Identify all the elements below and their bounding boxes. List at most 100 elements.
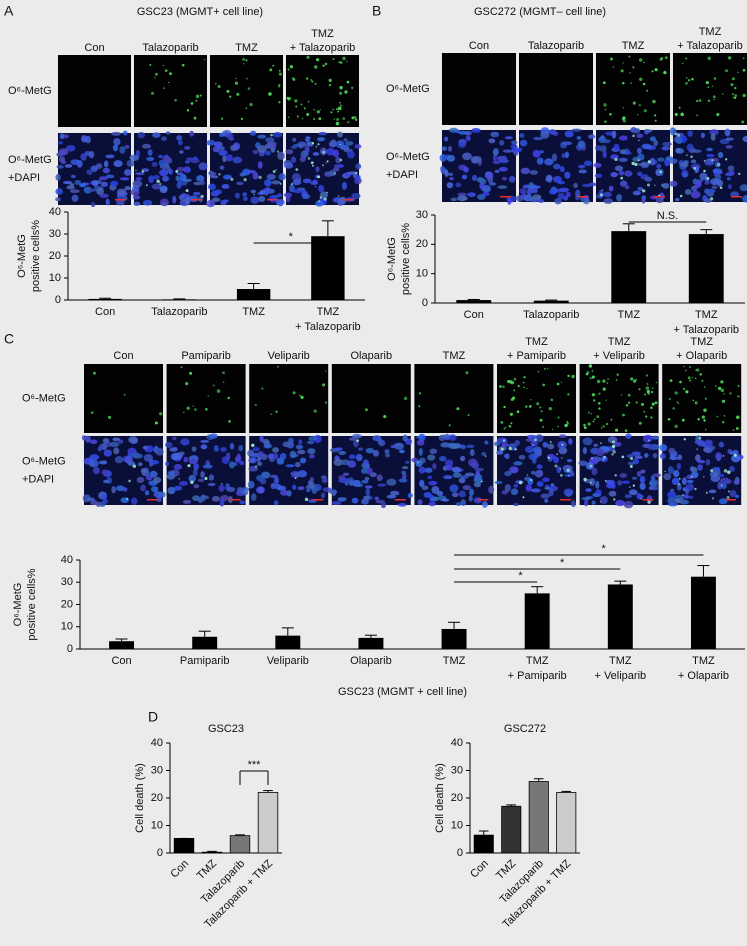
nucleus (81, 154, 87, 161)
signal (677, 402, 680, 405)
nucleus (515, 195, 524, 202)
nucleus (542, 441, 548, 448)
nucleus (650, 475, 655, 480)
signal (694, 487, 697, 491)
nucleus (466, 444, 475, 449)
nucleus (351, 192, 361, 200)
signal (620, 394, 623, 396)
nucleus (102, 499, 109, 504)
nucleus (669, 127, 677, 136)
signal (727, 470, 731, 474)
panel-title: GSC272 (MGMT– cell line) (474, 6, 606, 18)
nucleus (269, 195, 277, 203)
nucleus (196, 175, 205, 182)
nucleus (639, 482, 646, 490)
nucleus (112, 144, 119, 152)
nucleus (626, 454, 634, 459)
signal (310, 79, 313, 81)
nucleus (477, 194, 486, 200)
y-tick-label: 20 (416, 238, 428, 250)
nucleus (239, 460, 245, 466)
nucleus (449, 443, 459, 450)
micrograph-bg (249, 364, 329, 433)
micrograph-bg (442, 130, 516, 202)
nucleus (258, 195, 266, 203)
nucleus (706, 147, 713, 152)
x-tick-label: + Talazoparib (673, 324, 739, 336)
nucleus (632, 190, 641, 196)
nucleus (168, 168, 174, 175)
nucleus (670, 488, 675, 492)
bar (162, 299, 197, 300)
signal (599, 501, 602, 503)
nucleus (337, 164, 344, 168)
scale-bar (312, 499, 324, 501)
nucleus (661, 146, 670, 151)
signal (567, 393, 570, 396)
nucleus (428, 501, 437, 507)
nucleus (180, 438, 190, 446)
signal (690, 155, 693, 158)
nucleus (647, 444, 655, 450)
nucleus (280, 489, 289, 496)
nucleus (59, 133, 65, 140)
signal (679, 380, 682, 384)
nucleus (102, 437, 110, 444)
nucleus (239, 500, 245, 505)
nucleus (617, 480, 623, 486)
signal (631, 161, 635, 166)
nucleus (192, 191, 201, 196)
signal (162, 64, 165, 67)
signal (149, 64, 152, 67)
nucleus (721, 481, 727, 490)
nucleus (172, 195, 177, 204)
nucleus (611, 130, 617, 139)
nucleus (120, 497, 130, 504)
nucleus (183, 166, 191, 173)
nucleus (356, 174, 361, 181)
nucleus (272, 132, 283, 138)
signal (530, 479, 533, 482)
signal (726, 495, 730, 500)
nucleus (668, 502, 678, 507)
nucleus (510, 488, 519, 496)
nucleus (489, 182, 497, 186)
micrograph (662, 364, 742, 433)
nucleus (564, 151, 570, 159)
signal (548, 406, 552, 411)
scale-bar (267, 199, 278, 201)
nucleus (299, 457, 307, 464)
x-tick-label: Con (111, 655, 131, 667)
signal (187, 464, 191, 468)
nucleus (344, 480, 349, 486)
nucleus (501, 155, 508, 163)
nucleus (257, 145, 267, 153)
nucleus (488, 138, 496, 144)
signal (480, 480, 483, 483)
signal (503, 427, 506, 430)
signal (705, 491, 708, 494)
nucleus (530, 470, 536, 475)
nucleus (577, 140, 586, 149)
nucleus (731, 454, 741, 463)
signal (738, 395, 740, 398)
signal (689, 379, 692, 382)
nucleus (539, 150, 545, 154)
signal (669, 379, 673, 383)
nucleus (151, 161, 158, 167)
signal (169, 72, 172, 76)
nucleus (715, 452, 723, 461)
nucleus (220, 447, 227, 452)
nucleus (372, 435, 382, 442)
nucleus (532, 149, 541, 158)
nucleus (549, 129, 556, 135)
signal (299, 178, 302, 180)
signal (287, 97, 291, 101)
nucleus (193, 484, 200, 489)
nucleus (496, 437, 507, 444)
signal (696, 114, 698, 117)
nucleus (153, 491, 162, 498)
nucleus (58, 148, 69, 156)
signal (508, 446, 512, 451)
micrograph (578, 433, 662, 509)
